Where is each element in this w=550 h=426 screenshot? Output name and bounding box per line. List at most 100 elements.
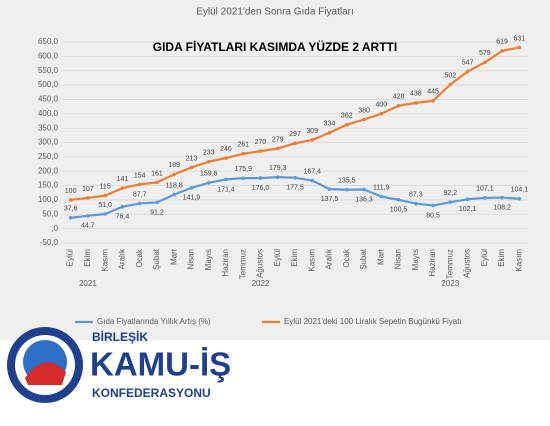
- data-label: 619: [496, 39, 508, 46]
- point: [517, 196, 522, 201]
- point: [120, 186, 125, 190]
- point: [327, 130, 332, 135]
- x-tick-label: Kasım: [514, 249, 523, 272]
- data-label: 115: [100, 183, 111, 190]
- data-label: 380: [358, 107, 370, 114]
- y-tick-label: 100,0: [38, 195, 59, 204]
- data-label: 547: [462, 59, 474, 66]
- x-tick-label: Şubat: [359, 248, 368, 270]
- data-label: 91,2: [150, 209, 164, 216]
- data-label: 334: [324, 121, 336, 128]
- data-label: 279: [272, 136, 284, 143]
- data-label: 44,7: [81, 223, 95, 230]
- data-label: 118,8: [166, 182, 183, 189]
- data-label: 179,3: [269, 165, 287, 172]
- logo-line3: KONFEDERASYONU: [92, 386, 211, 400]
- data-label: 297: [289, 131, 301, 138]
- x-tick-label: Ağustos: [256, 249, 265, 278]
- point: [310, 138, 315, 142]
- data-label: 76,4: [116, 214, 130, 221]
- point: [431, 99, 435, 103]
- point: [172, 172, 176, 177]
- data-label: 100: [65, 188, 77, 195]
- point: [310, 178, 315, 183]
- point: [500, 195, 504, 200]
- point: [86, 214, 90, 218]
- point: [379, 111, 384, 116]
- data-label: 445: [427, 89, 439, 96]
- point: [500, 49, 504, 53]
- point: [344, 187, 349, 192]
- x-tick-label: Mart: [169, 248, 178, 265]
- data-label: 107: [82, 186, 94, 193]
- point: [189, 165, 194, 170]
- data-label: 428: [393, 94, 405, 101]
- x-tick-label: Eylül: [480, 249, 489, 267]
- y-tick-label: 300,0: [38, 138, 59, 147]
- point: [137, 201, 142, 206]
- data-label: 270: [255, 139, 267, 146]
- year-label: 2022: [252, 279, 270, 288]
- x-tick-label: Mart: [376, 248, 385, 265]
- y-tick-label: 250,0: [38, 152, 59, 161]
- data-label: 137,5: [321, 196, 339, 203]
- point: [362, 187, 366, 192]
- data-label: 167,4: [303, 168, 321, 175]
- point: [68, 198, 73, 202]
- x-tick-label: Ocak: [135, 248, 144, 268]
- x-tick-label: Kasım: [307, 249, 316, 272]
- data-label: 87,3: [409, 191, 423, 198]
- data-label: 136,3: [355, 196, 373, 203]
- data-label: 171,4: [217, 186, 235, 193]
- data-label: 189: [168, 162, 180, 169]
- point: [68, 216, 73, 220]
- point: [327, 187, 332, 191]
- point: [224, 156, 228, 160]
- point: [241, 151, 246, 156]
- data-label: 100,5: [390, 207, 408, 214]
- data-label: 213: [186, 155, 198, 162]
- point: [189, 186, 194, 190]
- x-tick-label: Ekim: [290, 249, 299, 267]
- point: [483, 60, 487, 65]
- point: [293, 141, 297, 146]
- y-tick-label: 200,0: [38, 166, 59, 175]
- point: [344, 122, 349, 127]
- y-tick-label: 600,0: [38, 51, 59, 60]
- data-label: 135,5: [338, 178, 356, 185]
- x-tick-label: Temmuz: [445, 249, 454, 279]
- data-label: 400: [375, 102, 387, 109]
- point: [86, 196, 90, 200]
- x-tick-label: Ekim: [497, 249, 506, 267]
- point: [137, 182, 142, 187]
- point: [103, 212, 107, 216]
- data-label: 176,0: [252, 185, 270, 192]
- point: [206, 159, 211, 164]
- data-label: 111,9: [373, 184, 390, 191]
- point: [362, 117, 366, 122]
- point: [414, 101, 418, 105]
- point: [172, 192, 176, 197]
- x-tick-label: Ekim: [83, 249, 92, 267]
- data-label: 141,9: [183, 195, 201, 202]
- x-tick-label: Kasım: [100, 249, 109, 272]
- data-label: 233: [203, 150, 215, 157]
- data-label: 51,0: [98, 202, 112, 209]
- data-label: 579: [479, 50, 491, 57]
- data-label: 246: [220, 146, 232, 153]
- point: [275, 146, 280, 151]
- point: [155, 200, 159, 205]
- data-label: 631: [514, 35, 526, 42]
- point: [517, 45, 522, 50]
- x-tick-label: Eylül: [273, 249, 282, 267]
- point: [396, 197, 401, 202]
- point: [224, 177, 228, 182]
- point: [103, 193, 107, 198]
- x-tick-label: Haziran: [221, 249, 230, 277]
- data-label: 502: [444, 72, 456, 79]
- point: [258, 176, 263, 180]
- data-label: 154: [134, 172, 146, 179]
- logo-background: [0, 340, 550, 426]
- data-label: 309: [306, 128, 318, 135]
